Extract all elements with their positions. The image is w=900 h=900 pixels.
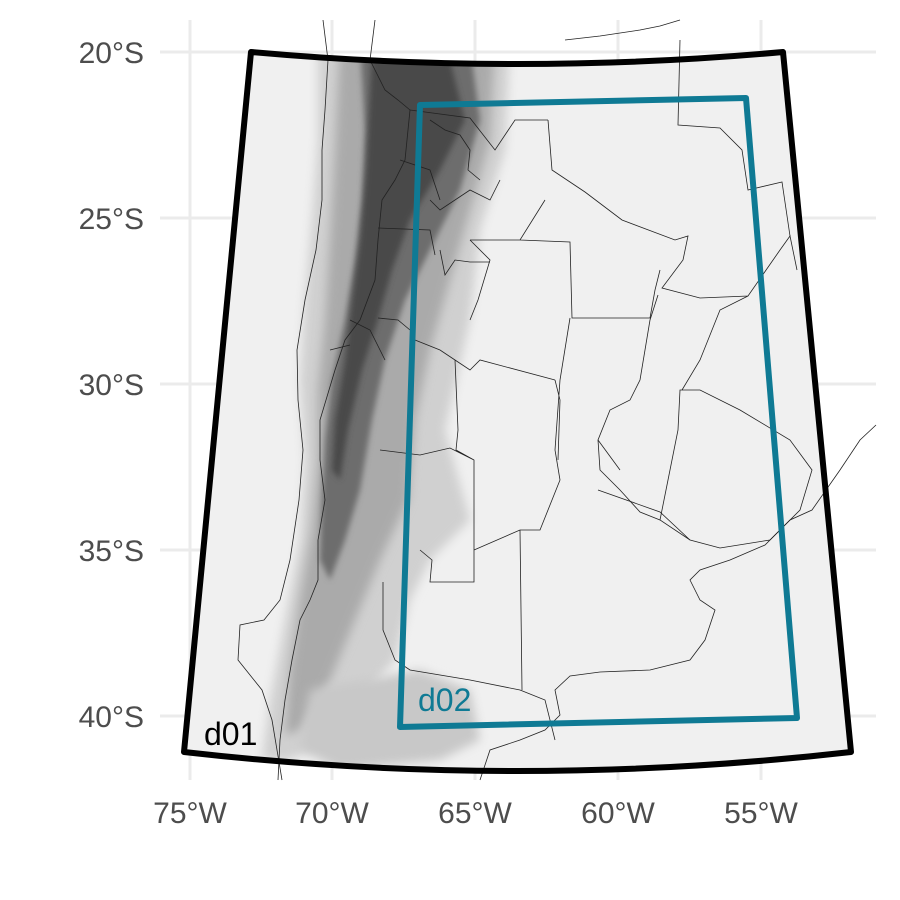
lat-axis: 20°S 25°S 30°S 35°S 40°S <box>79 37 144 734</box>
border-paraguay <box>547 119 798 299</box>
terrain-shading <box>262 52 510 770</box>
border-brazil <box>564 19 791 237</box>
border-bolivia <box>409 109 548 151</box>
lon-axis: 75°W 70°W 65°W 60°W 55°W <box>153 797 798 830</box>
border-chile-argentina <box>277 19 411 781</box>
domain-d02-label: d02 <box>418 682 471 718</box>
domain-d01-label: d01 <box>204 716 257 752</box>
lon-tick-label: 55°W <box>724 797 798 830</box>
lat-tick-label: 30°S <box>79 369 144 402</box>
terrain-patagonia <box>300 670 480 770</box>
terrain-darkest <box>332 55 465 480</box>
lon-tick-label: 60°W <box>581 797 655 830</box>
domain-d02-outline <box>397 95 800 730</box>
lon-tick-label: 75°W <box>153 797 227 830</box>
lon-tick-label: 70°W <box>295 797 369 830</box>
lat-tick-label: 20°S <box>79 37 144 70</box>
lat-tick-label: 40°S <box>79 701 144 734</box>
lon-tick-label: 65°W <box>438 797 512 830</box>
border-provinces-north <box>329 119 481 361</box>
lat-tick-label: 35°S <box>79 535 144 568</box>
coastline-pacific <box>237 19 329 781</box>
domain-d01-outline <box>181 49 854 774</box>
lat-tick-label: 25°S <box>79 203 144 236</box>
terrain-dark <box>320 52 480 580</box>
